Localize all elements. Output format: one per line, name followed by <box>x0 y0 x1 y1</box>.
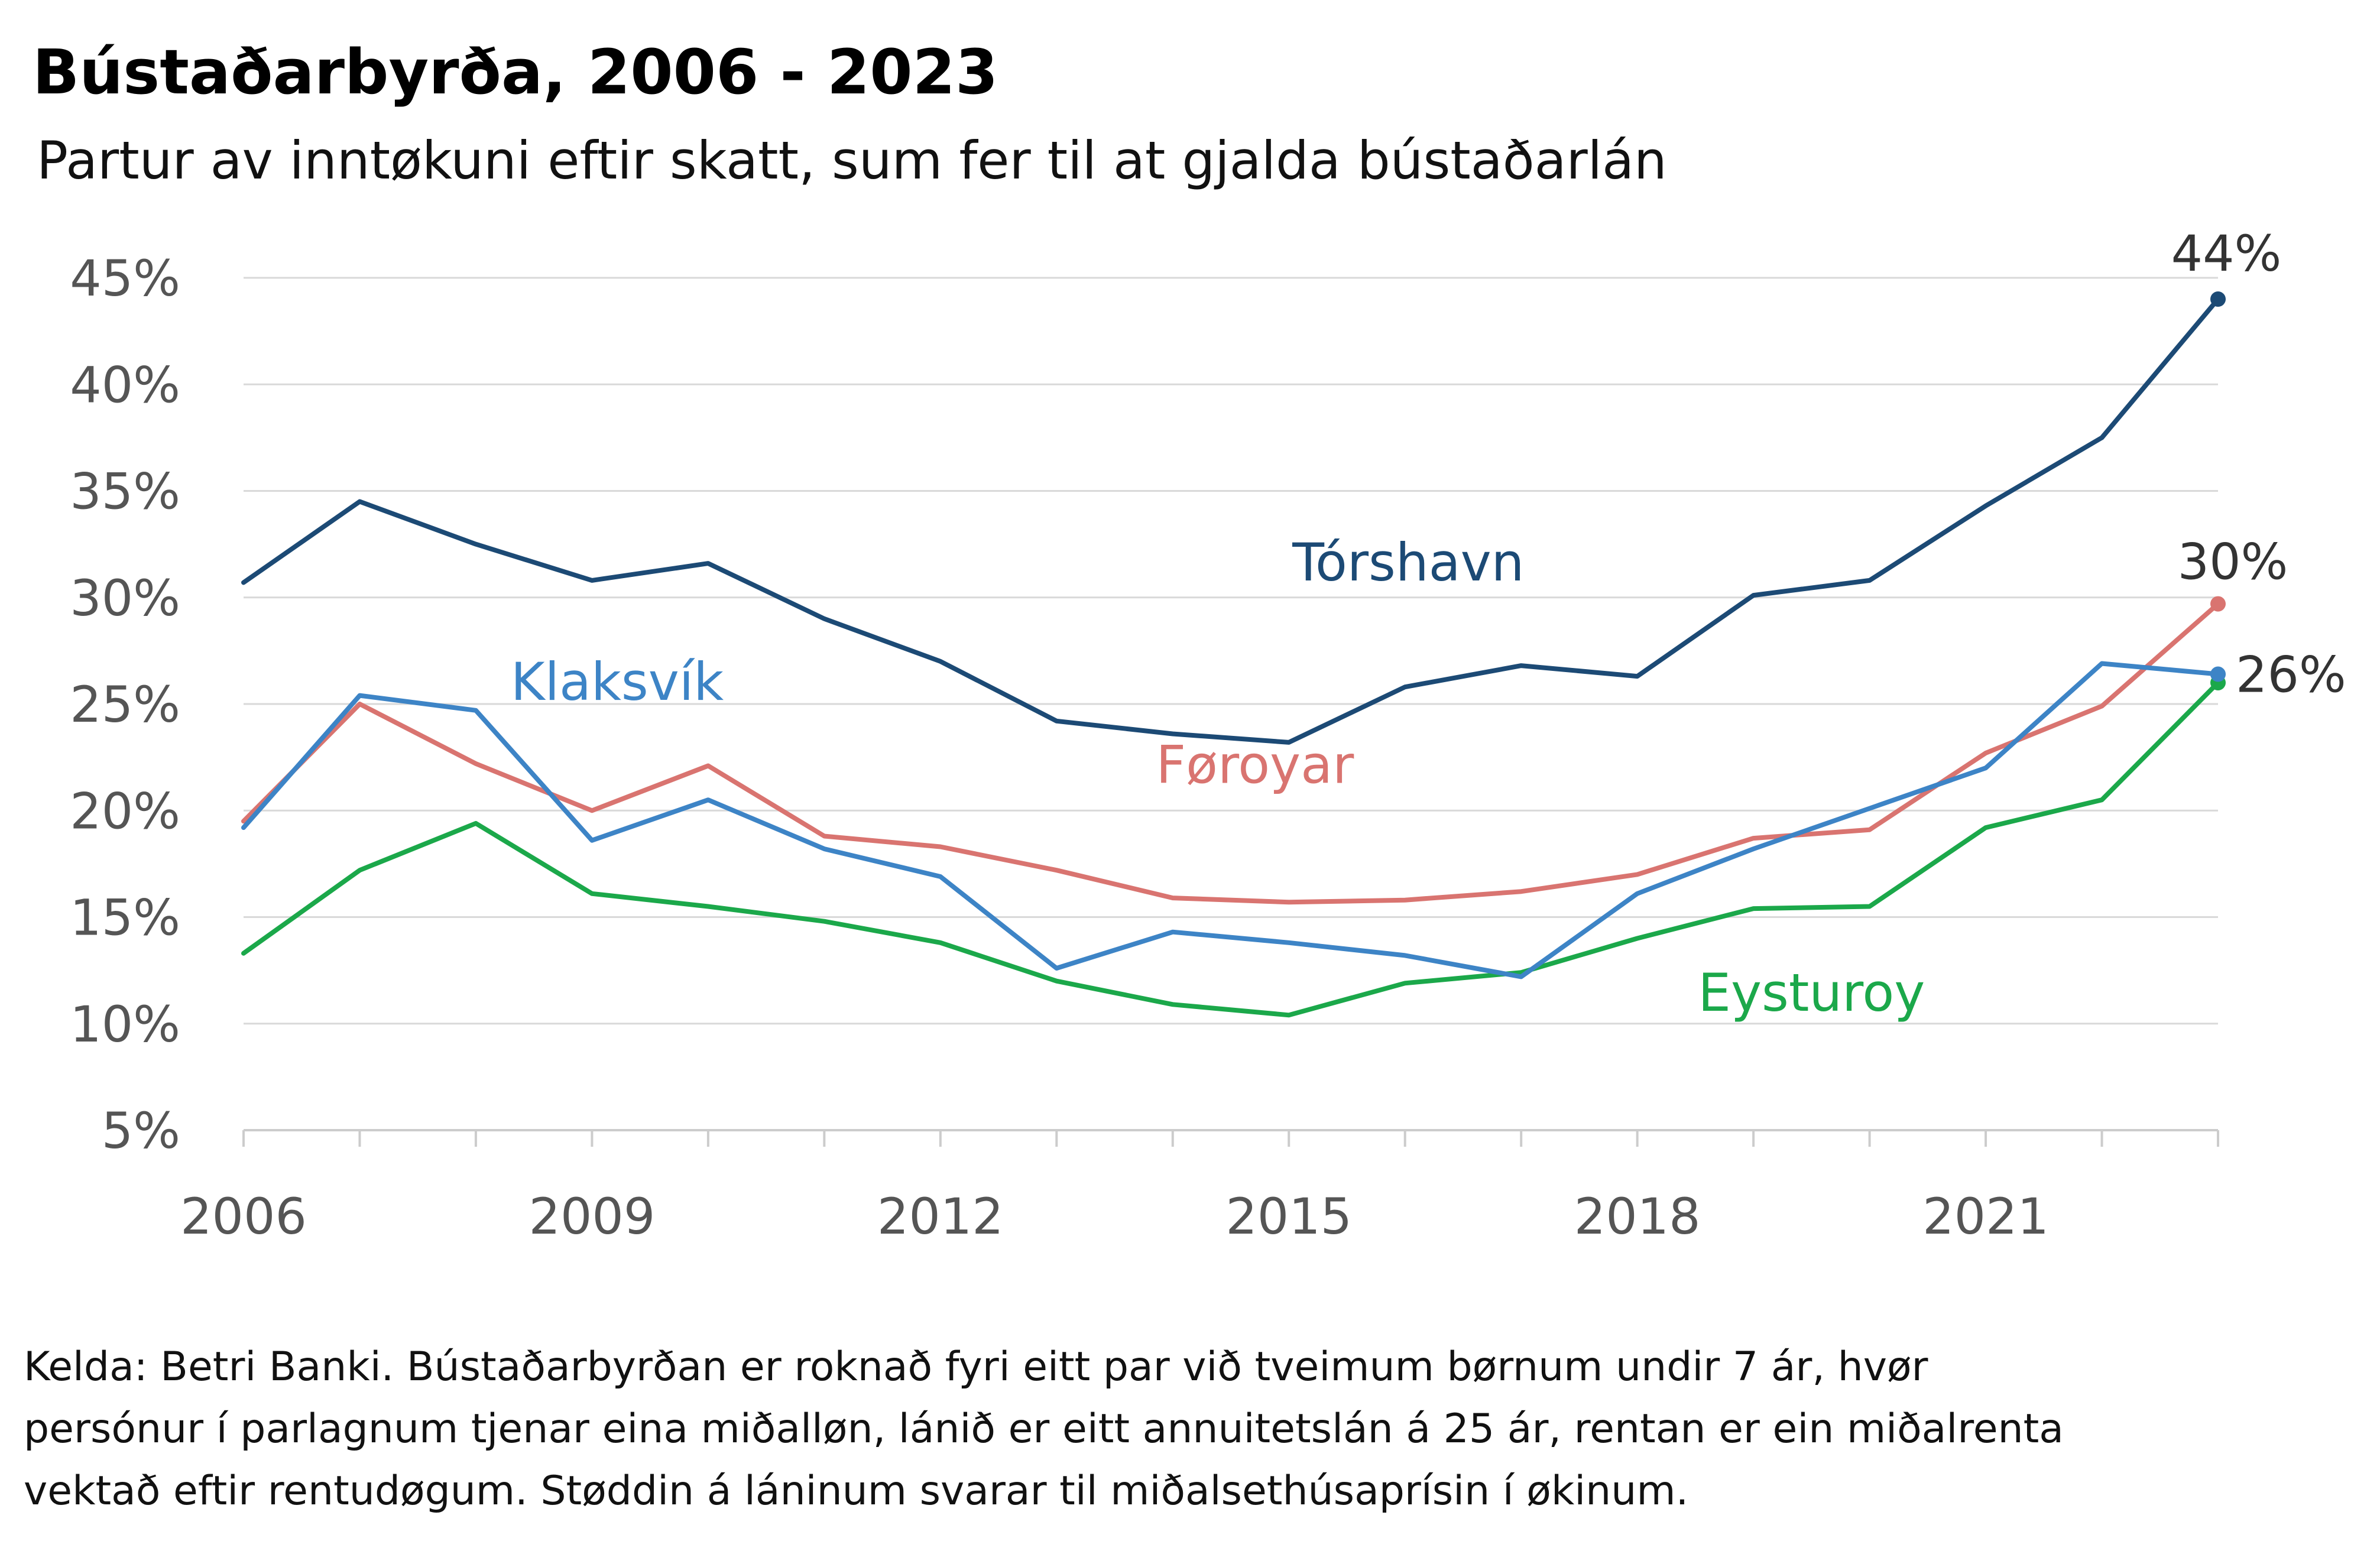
series-label-eysturoy: Eysturoy <box>1698 962 1925 1023</box>
source-note-line-1: Kelda: Betri Banki. Bústaðarbyrðan er ro… <box>24 1344 1928 1390</box>
x-tick-label: 2018 <box>1574 1188 1701 1245</box>
end-value-label-klaksvík: 26% <box>2236 646 2346 704</box>
x-tick-label: 2009 <box>529 1188 656 1245</box>
chart-title: Bústaðarbyrða, 2006 - 2023 <box>33 36 998 108</box>
x-tick-label: 2012 <box>877 1188 1004 1245</box>
series-line-føroyar <box>241 601 2220 905</box>
x-tick-label: 2015 <box>1225 1188 1352 1245</box>
x-tick-label: 2006 <box>180 1188 307 1245</box>
y-tick-label: 30% <box>70 569 180 627</box>
y-tick-label: 25% <box>70 676 180 734</box>
source-note-line-3: vektað eftir rentudøgum. Støddin á lánin… <box>24 1468 1688 1514</box>
x-axis-tick-labels: 2006 2009 2012 2015 2018 2021 <box>180 1188 2049 1245</box>
y-axis-tick-labels: 5% 10% 15% 20% 25% 30% 35% 40% 45% <box>70 249 180 1160</box>
y-tick-label: 10% <box>70 995 180 1053</box>
series-label-føroyar: Føroyar <box>1156 734 1355 795</box>
series-label-klaksvík: Klaksvík <box>511 651 724 712</box>
y-tick-label: 35% <box>70 463 180 521</box>
source-note: Kelda: Betri Banki. Bústaðarbyrðan er ro… <box>24 1344 2064 1514</box>
end-point-tórshavn <box>2210 291 2226 307</box>
end-point-klaksvík <box>2210 666 2226 682</box>
series-label-tórshavn: Tórshavn <box>1292 532 1524 593</box>
x-axis <box>242 1129 2219 1147</box>
chart-subtitle: Partur av inntøkuni eftir skatt, sum fer… <box>37 130 1667 191</box>
source-note-line-2: persónur í parlagnum tjenar eina miðallø… <box>24 1406 2064 1452</box>
series-line-eysturoy <box>241 680 2220 1018</box>
end-point-føroyar <box>2210 596 2226 612</box>
y-tick-label: 45% <box>70 249 180 307</box>
y-tick-label: 15% <box>70 889 180 947</box>
series-lines <box>241 291 2226 1018</box>
series-line-tórshavn <box>241 297 2220 745</box>
gridlines <box>244 277 2218 1025</box>
end-value-label-tórshavn: 44% <box>2171 225 2282 283</box>
series-line-klaksvík <box>241 661 2220 979</box>
y-tick-label: 20% <box>70 782 180 840</box>
x-tick-label: 2021 <box>1922 1188 2049 1245</box>
series-labels: Tórshavn Føroyar Klaksvík Eysturoy 44% 30% 26% <box>511 225 2346 1023</box>
y-tick-label: 5% <box>102 1102 180 1160</box>
end-value-label-føroyar: 30% <box>2178 533 2288 591</box>
y-tick-label: 40% <box>70 356 180 414</box>
